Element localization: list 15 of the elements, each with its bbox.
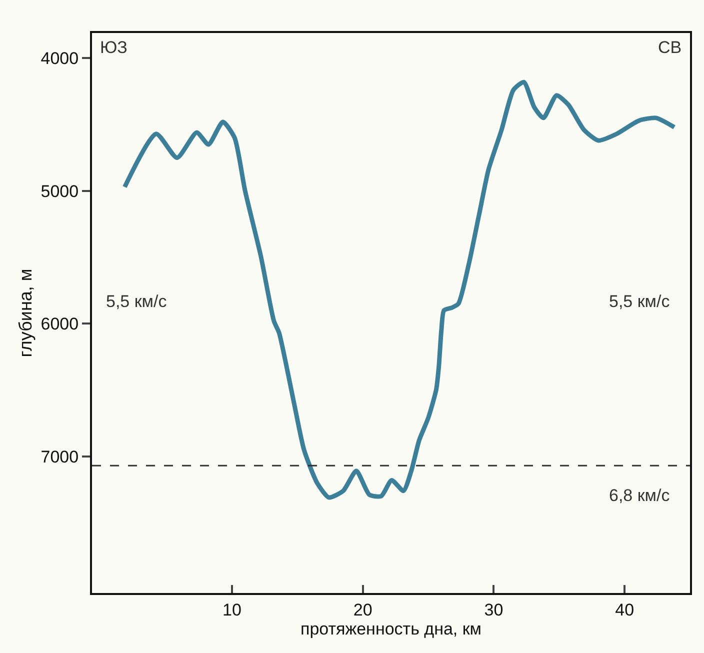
y-axis-title: глубина, м <box>15 268 36 358</box>
annotation: 5,5 км/с <box>106 292 168 311</box>
annotation: СВ <box>658 38 682 57</box>
x-axis-title: протяженность дна, км <box>300 619 482 638</box>
annotation: 6,8 км/с <box>609 486 670 505</box>
x-tick-label: 20 <box>353 600 372 620</box>
x-tick-label: 10 <box>222 600 242 620</box>
x-tick-label: 40 <box>615 600 634 620</box>
y-tick-label: 4000 <box>40 49 79 68</box>
y-tick-label: 7000 <box>40 447 79 466</box>
y-tick-label: 6000 <box>40 314 79 334</box>
annotation: 5,5 км/с <box>609 292 670 311</box>
annotation: ЮЗ <box>100 38 128 57</box>
y-tick-label: 5000 <box>40 182 79 201</box>
x-tick-label: 30 <box>484 600 504 620</box>
